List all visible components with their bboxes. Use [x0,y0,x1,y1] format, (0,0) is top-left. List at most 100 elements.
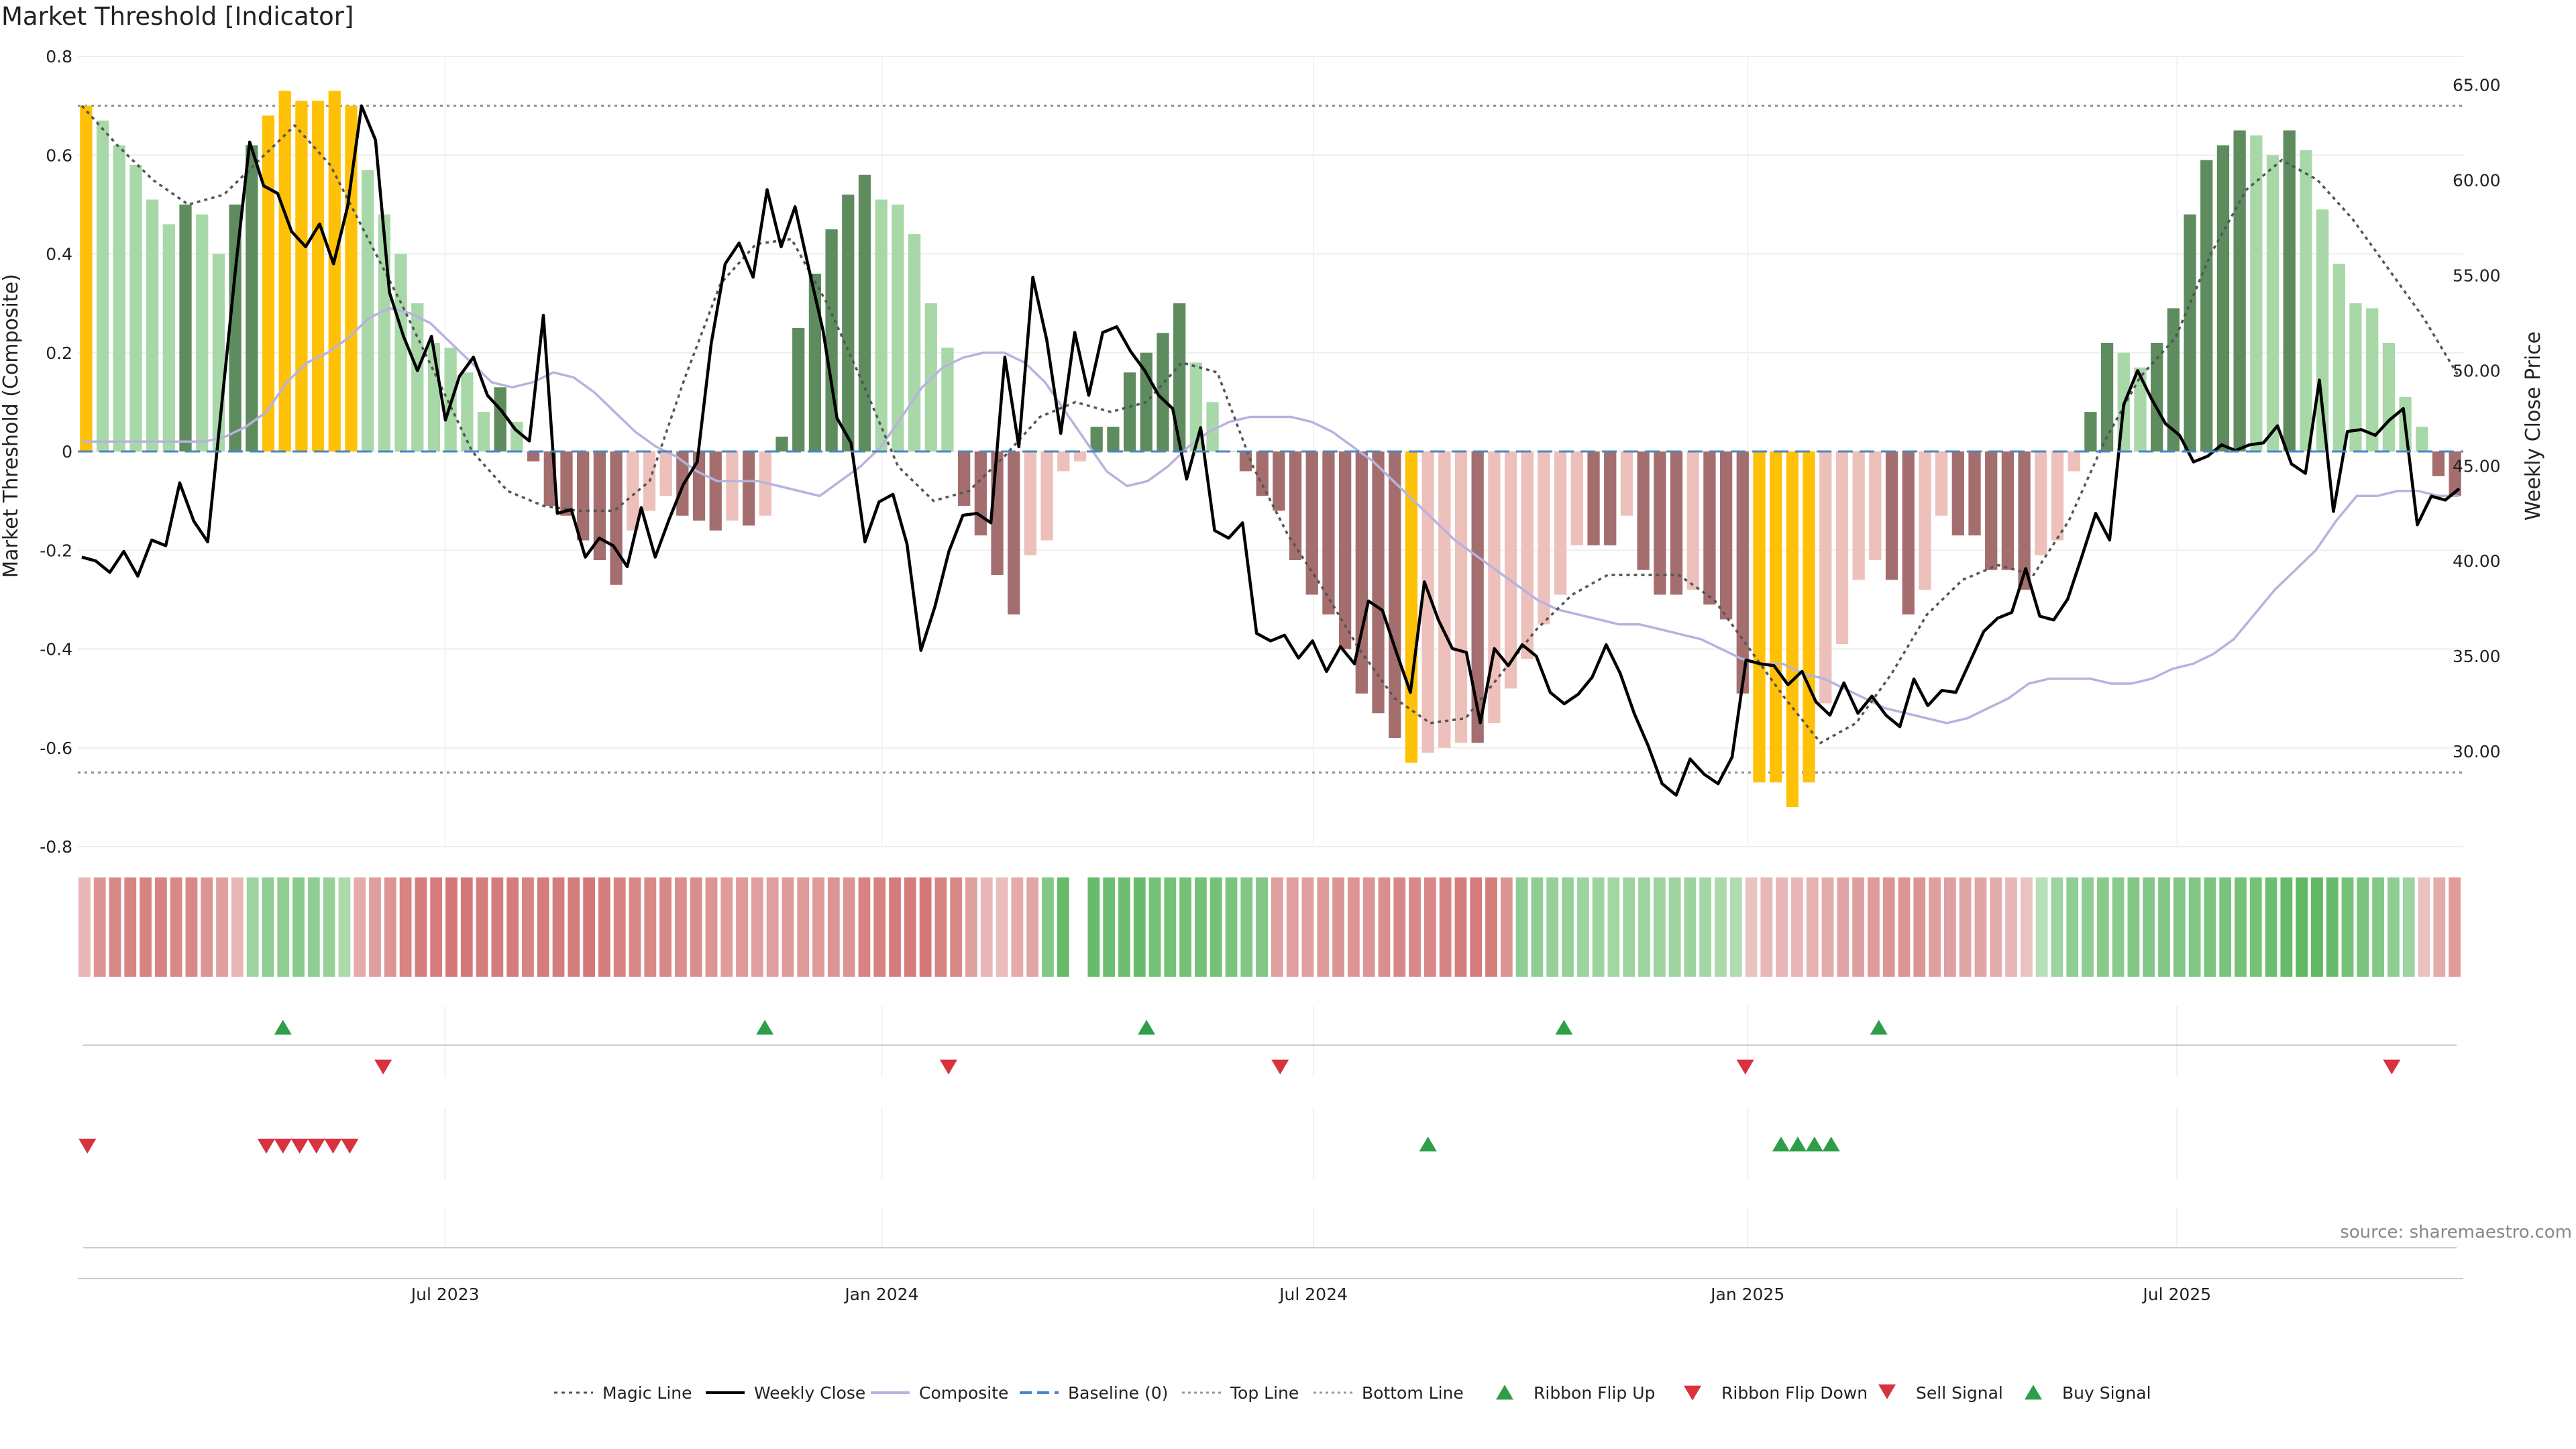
ribbon-cell [2249,877,2262,977]
ribbon-cell [1623,877,1635,977]
ribbon-cell [1148,877,1161,977]
ribbon-cell [659,877,672,977]
legend-swatch [1684,1385,1701,1401]
composite-bar [2068,451,2080,472]
ribbon-cell [1271,877,1283,977]
composite-bar [1587,451,1600,545]
composite-bar [179,204,192,451]
composite-bar [1355,451,1368,694]
composite-bar [1869,451,1882,560]
ribbon-cell [1286,877,1299,977]
ribbon-cell [2204,877,2216,977]
ribbon-cell [1195,877,1207,977]
ribbon-cell [812,877,824,977]
composite-bar [1107,427,1120,451]
left-tick-label: -0.8 [40,837,72,857]
right-tick-label: 65.00 [2453,76,2501,95]
buy-signal-marker [1788,1136,1807,1152]
legend-swatch [1496,1385,1513,1400]
composite-bar [394,254,407,451]
right-tick-label: 30.00 [2453,742,2501,761]
composite-bar [709,451,722,531]
ribbon-cell [415,877,427,977]
composite-bar [1736,451,1749,694]
x-tick-label: Jul 2024 [1278,1285,1348,1304]
ribbon-cell [1592,877,1605,977]
legend-item: Weekly Close [706,1383,865,1403]
x-tick-label: Jul 2023 [410,1285,480,1304]
buy-signal-marker [1822,1136,1840,1152]
ribbon-cell [1439,877,1452,977]
ribbon-cell [1668,877,1681,977]
ribbon-cell [2326,877,2339,977]
composite-bar [1951,451,1964,536]
composite-bar [875,199,888,451]
left-tick-label: -0.2 [40,541,72,560]
right-tick-label: 50.00 [2453,361,2501,380]
composite-bar [1835,451,1849,645]
legend-item: Composite [871,1383,1008,1403]
ribbon-cell [292,877,305,977]
legend-label: Sell Signal [1916,1383,2003,1403]
legend-label: Weekly Close [754,1383,865,1403]
legend-label: Buy Signal [2062,1383,2151,1403]
sell-signal-marker [341,1138,359,1154]
composite-bar [2184,214,2196,451]
ribbon-cell [2296,877,2308,977]
ribbon-cell [2449,877,2461,977]
composite-bar [1919,451,1931,590]
buy-signal-marker [1419,1136,1437,1152]
ribbon-cell [369,877,381,977]
left-tick-label: 0 [62,442,72,462]
ribbon-cell [2418,877,2430,977]
ribbon-cell [598,877,610,977]
ribbon-cell [216,877,228,977]
source-note: source: sharemaestro.com [2340,1222,2572,1242]
ribbon-cell [201,877,213,977]
grid [78,56,2463,1248]
composite-bar [1024,451,1037,555]
left-tick-label: -0.6 [40,739,72,758]
composite-bar [494,387,506,451]
right-tick-label: 60.00 [2453,171,2501,191]
ribbon-cell [1332,877,1344,977]
composite-bar [1008,451,1020,614]
ribbon-flip-down-marker [374,1059,392,1075]
composite-bar [2283,130,2296,451]
left-tick-label: -0.4 [40,640,72,659]
ribbon-cell [1546,877,1559,977]
ribbon-cell [154,877,167,977]
ribbon-cell [399,877,412,977]
composite-bar [1570,451,1583,545]
x-axis-ticks: Jul 2023 Jan 2024 Jul 2024 Jan 2025 Jul 2025 [78,1278,2463,1304]
buy-signal-marker [1772,1136,1790,1152]
composite-bar [2134,367,2147,451]
composite-bar [1438,451,1451,748]
ribbon-cell [1179,877,1192,977]
composite-bar [1273,451,1285,511]
composite-bar [1719,451,1733,620]
sell-signal-marker [290,1138,309,1154]
composite-bar [1173,303,1186,451]
ribbon-flip-down-marker [1736,1059,1754,1075]
left-tick-label: 0.6 [46,146,72,165]
composite-bar [2001,451,2015,570]
composite-bar [411,303,424,451]
x-tick-label: Jan 2025 [1709,1285,1784,1304]
ribbon-cell [1653,877,1666,977]
ribbon-cell [262,877,274,977]
ribbon-cell [1347,877,1360,977]
ribbon-cell [751,877,763,977]
ribbon-cell [965,877,977,977]
composite-bar [1289,451,1302,560]
composite-bar [2051,451,2064,541]
ribbon-cell [644,877,657,977]
composite-bar [726,451,739,521]
composite-bar [610,451,623,585]
composite-bar [1902,451,1915,614]
composite-bar [2416,427,2428,451]
composite-bar [627,451,639,531]
ribbon-cell [980,877,993,977]
ribbon-flip-down-marker [939,1059,957,1075]
